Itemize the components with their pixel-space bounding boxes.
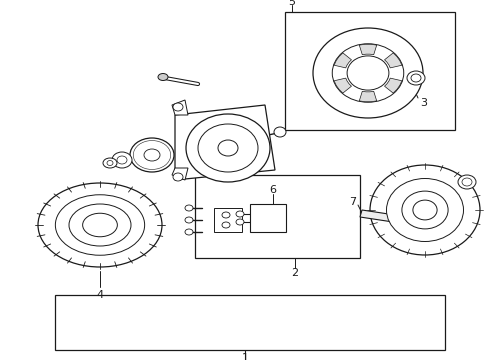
Polygon shape: [172, 100, 188, 115]
Ellipse shape: [347, 56, 389, 90]
Ellipse shape: [274, 127, 286, 137]
Ellipse shape: [387, 179, 464, 242]
Ellipse shape: [370, 165, 480, 255]
Ellipse shape: [236, 211, 244, 217]
Ellipse shape: [218, 140, 238, 156]
Polygon shape: [359, 91, 377, 102]
Polygon shape: [385, 78, 402, 93]
Ellipse shape: [136, 142, 169, 168]
Ellipse shape: [130, 138, 174, 172]
Ellipse shape: [413, 200, 437, 220]
Ellipse shape: [185, 205, 193, 211]
Ellipse shape: [55, 195, 145, 255]
Polygon shape: [360, 210, 415, 225]
Polygon shape: [359, 44, 377, 55]
Ellipse shape: [137, 144, 167, 166]
Ellipse shape: [117, 156, 127, 164]
Ellipse shape: [173, 173, 183, 181]
Ellipse shape: [332, 44, 404, 102]
Ellipse shape: [112, 152, 132, 168]
Ellipse shape: [185, 217, 193, 223]
Polygon shape: [334, 78, 351, 93]
Bar: [250, 204, 286, 232]
Ellipse shape: [222, 212, 230, 218]
Ellipse shape: [458, 175, 476, 189]
Ellipse shape: [158, 73, 168, 81]
Ellipse shape: [69, 204, 131, 246]
Polygon shape: [285, 12, 455, 130]
Ellipse shape: [173, 103, 183, 111]
Ellipse shape: [133, 140, 171, 170]
Ellipse shape: [411, 74, 421, 82]
Text: 3: 3: [420, 98, 427, 108]
Ellipse shape: [222, 222, 230, 228]
Ellipse shape: [402, 191, 448, 229]
Polygon shape: [385, 53, 402, 68]
Ellipse shape: [138, 144, 166, 166]
Text: 4: 4: [97, 290, 103, 300]
Ellipse shape: [103, 158, 117, 168]
Text: 6: 6: [270, 185, 276, 195]
Ellipse shape: [38, 183, 162, 267]
Ellipse shape: [186, 114, 270, 182]
Ellipse shape: [83, 213, 118, 237]
Ellipse shape: [107, 161, 113, 166]
Polygon shape: [334, 53, 351, 68]
Text: 1: 1: [242, 353, 248, 360]
Ellipse shape: [236, 219, 244, 225]
Bar: [214, 208, 242, 232]
Ellipse shape: [198, 124, 258, 172]
Ellipse shape: [313, 28, 423, 118]
Polygon shape: [172, 168, 188, 180]
Ellipse shape: [185, 229, 193, 235]
Polygon shape: [175, 105, 275, 180]
Ellipse shape: [144, 149, 160, 161]
Ellipse shape: [407, 71, 425, 85]
Text: 7: 7: [349, 197, 356, 207]
Text: 5: 5: [289, 0, 295, 7]
Polygon shape: [195, 175, 360, 258]
Bar: [55, 295, 445, 350]
Text: 2: 2: [292, 268, 298, 278]
Ellipse shape: [462, 178, 472, 186]
